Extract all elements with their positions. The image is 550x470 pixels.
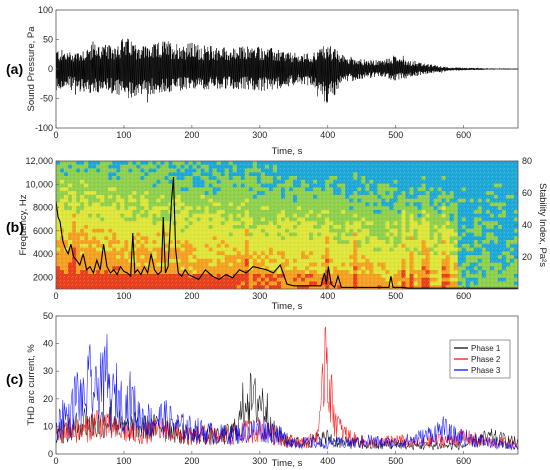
x-tick-label: 100 bbox=[116, 291, 131, 301]
legend-label: Phase 2 bbox=[471, 355, 501, 364]
y-tick-label: 4000 bbox=[33, 249, 53, 259]
y-tick-label: 0 bbox=[48, 64, 53, 74]
x-tick-label: 100 bbox=[116, 130, 131, 140]
x-tick-label: 0 bbox=[53, 456, 58, 466]
x-axis-label-b: Time, s bbox=[272, 301, 303, 312]
x-tick-label: 500 bbox=[388, 291, 403, 301]
legend-label: Phase 3 bbox=[471, 366, 501, 375]
y-tick-label: 10,000 bbox=[25, 179, 53, 189]
y-tick-label: 0 bbox=[48, 449, 53, 459]
y-axis-label-b: Frequency, Hz bbox=[18, 194, 29, 255]
sound-pressure-line bbox=[56, 38, 518, 103]
y-tick-label: 12,000 bbox=[25, 156, 53, 166]
x-tick-label: 300 bbox=[252, 456, 267, 466]
y2-tick-label: 20 bbox=[522, 252, 532, 262]
x-tick-label: 300 bbox=[252, 130, 267, 140]
panel-label-a: (a) bbox=[6, 61, 23, 77]
x-tick-label: 400 bbox=[320, 456, 335, 466]
y2-tick-label: 60 bbox=[522, 188, 532, 198]
x-ticks-a: 0 100 200 300 400 500 600 bbox=[53, 125, 471, 140]
y-tick-label: 100 bbox=[38, 5, 53, 15]
y-tick-label: 40 bbox=[43, 339, 53, 349]
x-tick-label: 500 bbox=[388, 456, 403, 466]
y-tick-label: 50 bbox=[43, 311, 53, 321]
y-ticks-c: 0 10 20 30 40 50 bbox=[43, 311, 59, 459]
legend-label: Phase 1 bbox=[471, 344, 501, 353]
series-line-phase-2 bbox=[56, 326, 518, 450]
x-tick-label: 0 bbox=[53, 130, 58, 140]
x-tick-label: 600 bbox=[456, 291, 471, 301]
stability-index-trace bbox=[56, 176, 518, 289]
spectrogram-texture bbox=[56, 161, 518, 289]
x-tick-label: 600 bbox=[456, 456, 471, 466]
x-ticks-b: 0 100 200 300 400 500 600 bbox=[53, 286, 471, 301]
x-axis-label-a: Time, s bbox=[272, 146, 303, 157]
legend: Phase 1 Phase 2 Phase 3 bbox=[449, 339, 511, 379]
x-axis-label-c: Time, s bbox=[272, 458, 303, 469]
x-tick-label: 300 bbox=[252, 291, 267, 301]
panel-c: (c) 0 10 20 30 40 50 0 100 200 300 400 500 600 Time… bbox=[6, 311, 519, 469]
y2-tick-label: 80 bbox=[522, 156, 532, 166]
y-axis-label-c: THD arc current, % bbox=[26, 344, 37, 426]
panel-label-b: (b) bbox=[6, 219, 24, 235]
y-tick-label: 10 bbox=[43, 421, 53, 431]
x-tick-label: 400 bbox=[320, 291, 335, 301]
y-tick-label: 30 bbox=[43, 366, 53, 376]
x-tick-label: 0 bbox=[53, 291, 58, 301]
x-tick-label: 200 bbox=[184, 456, 199, 466]
y-ticks-b: 2000 4000 6000 8000 10,000 12,000 bbox=[25, 156, 59, 282]
x-tick-label: 200 bbox=[184, 130, 199, 140]
x-tick-label: 100 bbox=[116, 456, 131, 466]
y2-axis-label-b: Stability Index, Pa²s bbox=[537, 183, 548, 267]
y-tick-label: 6000 bbox=[33, 226, 53, 236]
y-tick-label: 50 bbox=[43, 35, 53, 45]
y-tick-label: -50 bbox=[40, 94, 53, 104]
y2-tick-label: 40 bbox=[522, 220, 532, 230]
y-axis-label-a: Sound Pressure, Pa bbox=[26, 26, 37, 112]
sound-pressure-trace bbox=[56, 38, 518, 103]
x-tick-label: 400 bbox=[320, 130, 335, 140]
panel-a: (a) -100 -50 0 50 100 0 100 200 300 400 500 600 Ti… bbox=[6, 5, 519, 157]
x-tick-label: 600 bbox=[456, 130, 471, 140]
y2-ticks-b: 20 40 60 80 bbox=[515, 156, 532, 262]
x-ticks-c: 0 100 200 300 400 500 600 bbox=[53, 451, 471, 466]
x-tick-label: 500 bbox=[388, 130, 403, 140]
thd-lines bbox=[56, 326, 518, 451]
panel-label-c: (c) bbox=[6, 371, 23, 387]
y-ticks-a: -100 -50 0 50 100 bbox=[35, 5, 59, 133]
y-tick-label: 2000 bbox=[33, 272, 53, 282]
series-line-phase-3 bbox=[56, 333, 518, 451]
y-tick-label: 20 bbox=[43, 394, 53, 404]
x-tick-label: 200 bbox=[184, 291, 199, 301]
legend-entries: Phase 1 Phase 2 Phase 3 bbox=[454, 344, 501, 375]
stability-index-line bbox=[56, 176, 518, 289]
y-tick-label: 8000 bbox=[33, 203, 53, 213]
y-tick-label: -100 bbox=[35, 123, 53, 133]
